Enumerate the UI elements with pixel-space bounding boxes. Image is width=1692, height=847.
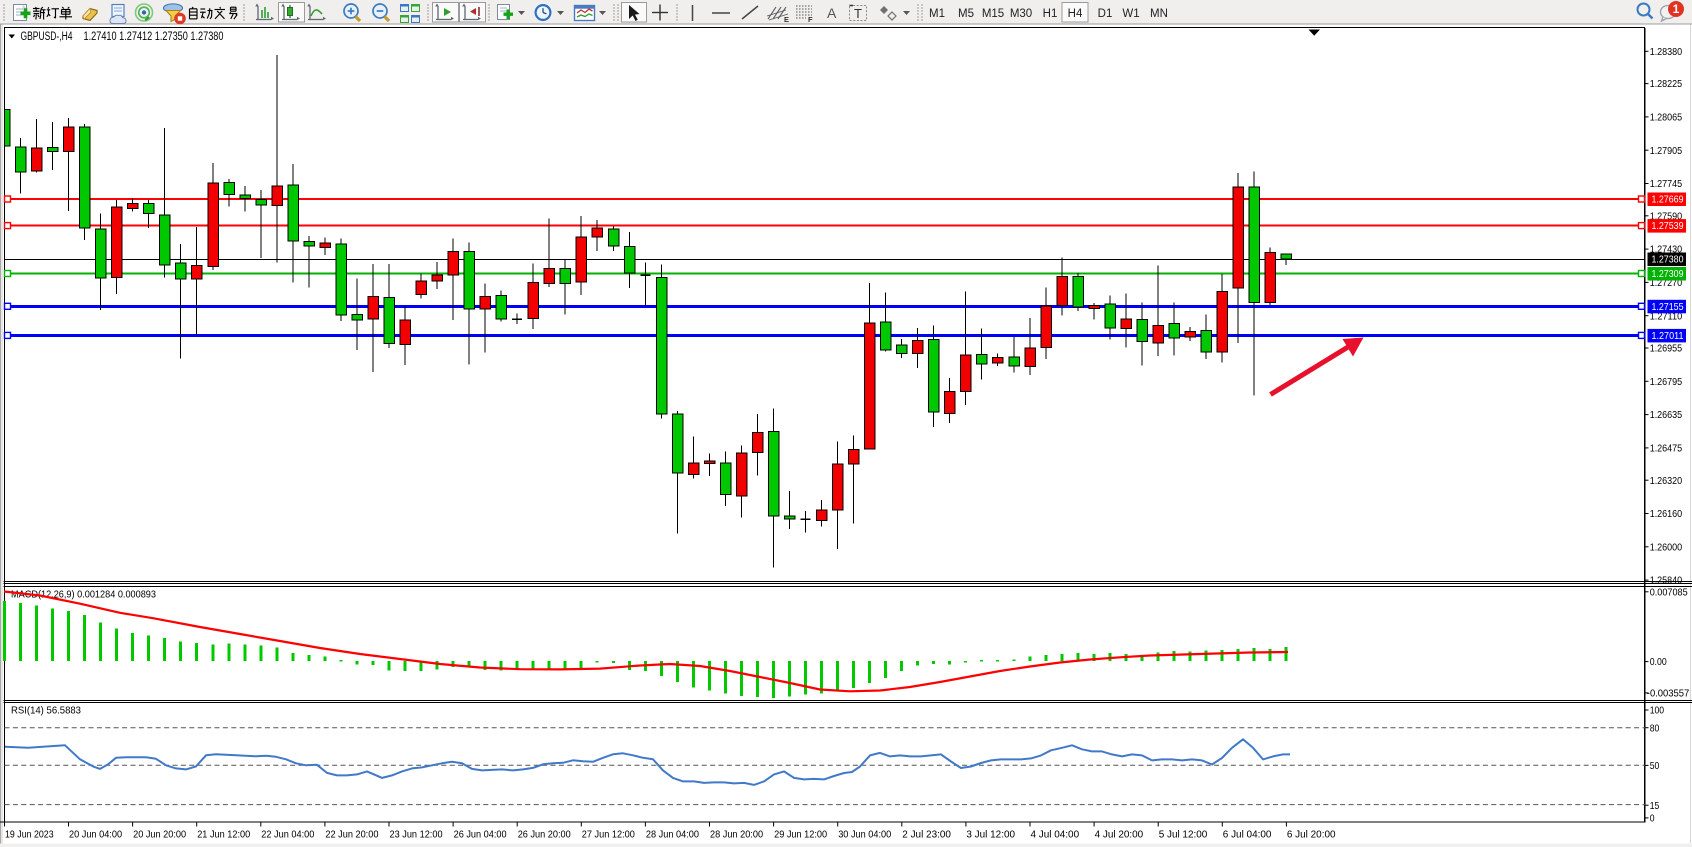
svg-text:W1: W1 (1122, 8, 1139, 20)
svg-text:-0.003557: -0.003557 (1647, 688, 1690, 700)
svg-text:6 Jul 04:00: 6 Jul 04:00 (1223, 830, 1272, 841)
svg-text:22 Jun 04:00: 22 Jun 04:00 (261, 830, 314, 841)
svg-text:26 Jun 20:00: 26 Jun 20:00 (518, 830, 571, 841)
svg-text:1.27539: 1.27539 (1652, 220, 1684, 232)
svg-text:4 Jul 04:00: 4 Jul 04:00 (1031, 830, 1080, 841)
svg-text:1.27669: 1.27669 (1652, 194, 1684, 206)
svg-text:28 Jun 04:00: 28 Jun 04:00 (646, 830, 699, 841)
svg-text:F: F (808, 15, 813, 24)
svg-text:5 Jul 12:00: 5 Jul 12:00 (1159, 830, 1208, 841)
svg-text:1: 1 (1673, 2, 1680, 16)
svg-text:1.28225: 1.28225 (1650, 78, 1683, 90)
svg-text:1.26000: 1.26000 (1650, 541, 1683, 553)
svg-text:1.26160: 1.26160 (1650, 508, 1683, 520)
svg-text:T: T (854, 6, 862, 21)
svg-text:2 Jul 23:00: 2 Jul 23:00 (902, 830, 951, 841)
svg-text:22 Jun 20:00: 22 Jun 20:00 (325, 830, 378, 841)
svg-text:1.28065: 1.28065 (1650, 112, 1683, 124)
svg-text:30 Jun 04:00: 30 Jun 04:00 (838, 830, 891, 841)
svg-text:1.27309: 1.27309 (1652, 268, 1684, 280)
svg-text:6 Jul 20:00: 6 Jul 20:00 (1287, 830, 1336, 841)
svg-text:H4: H4 (1068, 8, 1083, 20)
svg-text:50: 50 (1650, 760, 1660, 772)
svg-text:D1: D1 (1098, 8, 1113, 20)
svg-text:1.26955: 1.26955 (1650, 343, 1683, 355)
svg-text:M15: M15 (982, 8, 1004, 20)
svg-text:1.25840: 1.25840 (1650, 575, 1683, 587)
svg-text:21 Jun 12:00: 21 Jun 12:00 (197, 830, 250, 841)
svg-text:1.26635: 1.26635 (1650, 409, 1683, 421)
svg-text:100: 100 (1650, 705, 1665, 717)
svg-text:0.00: 0.00 (1650, 656, 1667, 668)
svg-text:1.27410 1.27412 1.27350 1.2738: 1.27410 1.27412 1.27350 1.27380 (84, 31, 224, 43)
svg-text:0.007085: 0.007085 (1650, 586, 1688, 598)
svg-text:1.26795: 1.26795 (1650, 376, 1683, 388)
svg-text:1.27011: 1.27011 (1652, 330, 1684, 342)
svg-text:1.27905: 1.27905 (1650, 145, 1683, 157)
svg-text:20 Jun 04:00: 20 Jun 04:00 (69, 830, 122, 841)
svg-text:1.26475: 1.26475 (1650, 443, 1683, 455)
svg-text:GBPUSD-,H4: GBPUSD-,H4 (21, 31, 73, 43)
svg-text:28 Jun 20:00: 28 Jun 20:00 (710, 830, 763, 841)
svg-text:20 Jun 20:00: 20 Jun 20:00 (133, 830, 186, 841)
svg-text:1.28380: 1.28380 (1650, 46, 1683, 58)
svg-text:15: 15 (1650, 800, 1660, 812)
svg-text:1.27380: 1.27380 (1652, 254, 1684, 266)
svg-text:27 Jun 12:00: 27 Jun 12:00 (582, 830, 635, 841)
svg-text:19 Jun 2023: 19 Jun 2023 (5, 830, 54, 841)
svg-text:1.27155: 1.27155 (1652, 301, 1684, 313)
svg-text:80: 80 (1650, 722, 1660, 734)
svg-text:M5: M5 (958, 8, 974, 20)
svg-text:3 Jul 12:00: 3 Jul 12:00 (966, 830, 1015, 841)
svg-text:M1: M1 (929, 8, 945, 20)
svg-text:A: A (827, 5, 837, 21)
svg-text:23 Jun 12:00: 23 Jun 12:00 (390, 830, 443, 841)
svg-text:MN: MN (1150, 8, 1168, 20)
svg-text:E: E (784, 15, 789, 24)
svg-text:1.27745: 1.27745 (1650, 178, 1683, 190)
svg-text:29 Jun 12:00: 29 Jun 12:00 (774, 830, 827, 841)
svg-text:0: 0 (1650, 813, 1655, 825)
svg-text:M30: M30 (1010, 8, 1032, 20)
svg-text:H1: H1 (1043, 8, 1058, 20)
svg-text:4 Jul 20:00: 4 Jul 20:00 (1095, 830, 1144, 841)
svg-text:1.26320: 1.26320 (1650, 475, 1683, 487)
svg-text:RSI(14) 56.5883: RSI(14) 56.5883 (11, 704, 81, 716)
svg-text:26 Jun 04:00: 26 Jun 04:00 (454, 830, 507, 841)
